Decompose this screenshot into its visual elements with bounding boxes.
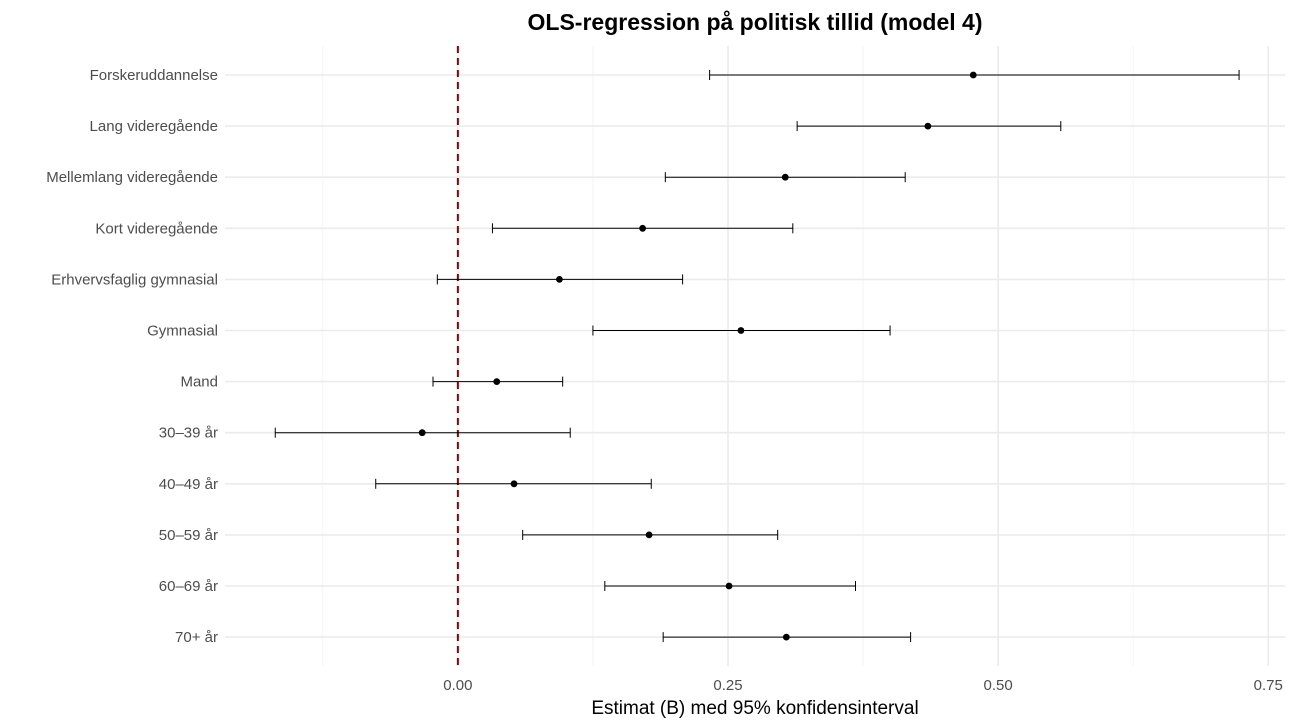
- estimate-point: [969, 71, 977, 79]
- y-tick-label: Gymnasial: [147, 323, 218, 340]
- estimate-point: [782, 633, 790, 641]
- estimate-point: [639, 224, 647, 232]
- y-tick-label: Mellemlang videregående: [46, 169, 218, 186]
- chart-title: OLS-regression på politisk tillid (model…: [528, 9, 983, 35]
- grid-lines: [225, 46, 1285, 666]
- y-tick-label: Forskeruddannelse: [90, 67, 218, 84]
- y-tick-label: Kort videregående: [95, 220, 218, 237]
- x-tick-label: 0.00: [443, 677, 472, 694]
- x-tick-label: 0.50: [984, 677, 1013, 694]
- estimate-point: [493, 378, 501, 385]
- x-tick-labels: 0.00 0.25 0.50 0.75: [443, 677, 1283, 694]
- estimate-point: [510, 480, 518, 488]
- y-tick-label: Lang videregående: [90, 118, 218, 135]
- y-tick-label: 60–69 år: [159, 578, 218, 595]
- x-axis-label: Estimat (B) med 95% konfidensinterval: [591, 698, 918, 719]
- x-tick-label: 0.25: [713, 677, 742, 694]
- estimate-point: [645, 531, 653, 539]
- estimate-point: [725, 582, 733, 590]
- y-tick-label: Mand: [180, 374, 218, 391]
- y-tick-label: Erhvervsfaglig gymnasial: [51, 271, 218, 288]
- estimate-point: [418, 429, 426, 437]
- y-tick-label: 50–59 år: [159, 527, 218, 544]
- estimate-point: [781, 173, 789, 181]
- estimate-point: [737, 327, 745, 334]
- y-tick-label: 30–39 år: [159, 425, 218, 442]
- y-tick-label: 70+ år: [175, 629, 218, 646]
- y-tick-label: 40–49 år: [159, 476, 218, 493]
- estimate-marks: [274, 70, 1240, 643]
- estimate-point: [556, 276, 563, 283]
- y-tick-labels: Forskeruddannelse Lang videregående Mellem…: [46, 67, 218, 646]
- estimate-point: [924, 122, 932, 130]
- x-tick-label: 0.75: [1254, 677, 1283, 694]
